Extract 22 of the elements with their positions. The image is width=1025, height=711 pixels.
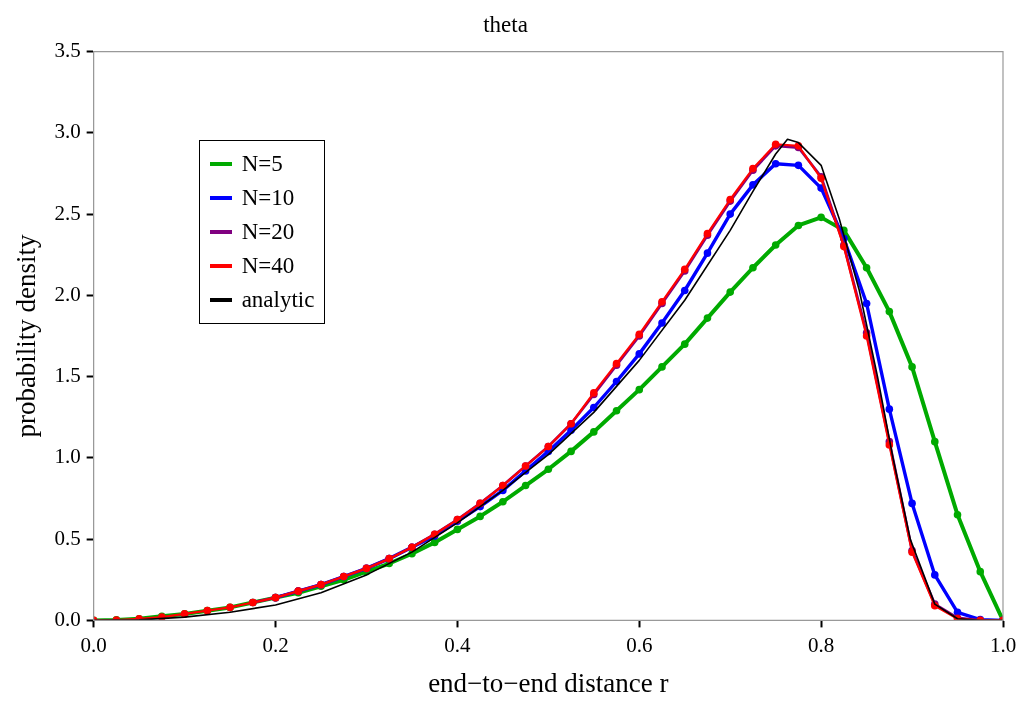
legend-label: N=20 <box>241 217 295 246</box>
y-axis-title: probability density <box>11 233 42 438</box>
legend-label: analytic <box>241 285 315 314</box>
legend-label: N=40 <box>241 251 295 280</box>
legend-label: N=5 <box>241 149 283 178</box>
y-tick-label: 2.0 <box>54 281 81 306</box>
x-tick-label: 0.2 <box>262 632 289 657</box>
y-tick-label: 1.5 <box>54 363 81 388</box>
x-tick-label: 1.0 <box>989 632 1017 657</box>
y-tick-label: 3.0 <box>54 119 81 144</box>
x-tick-label: 0.8 <box>808 632 835 657</box>
x-tick-label: 0.4 <box>444 632 472 657</box>
y-tick-label: 0.0 <box>54 606 81 631</box>
y-tick-label: 3.5 <box>54 38 81 63</box>
chart-title: theta <box>483 11 528 37</box>
x-tick-label: 0.0 <box>80 632 107 657</box>
y-tick-label: 0.5 <box>54 525 81 550</box>
x-tick-label: 0.6 <box>626 632 653 657</box>
y-tick-label: 2.5 <box>54 200 81 225</box>
x-axis-title: end−to−end distance r <box>428 667 669 698</box>
legend-label: N=10 <box>241 183 295 212</box>
y-tick-label: 1.0 <box>54 444 81 469</box>
